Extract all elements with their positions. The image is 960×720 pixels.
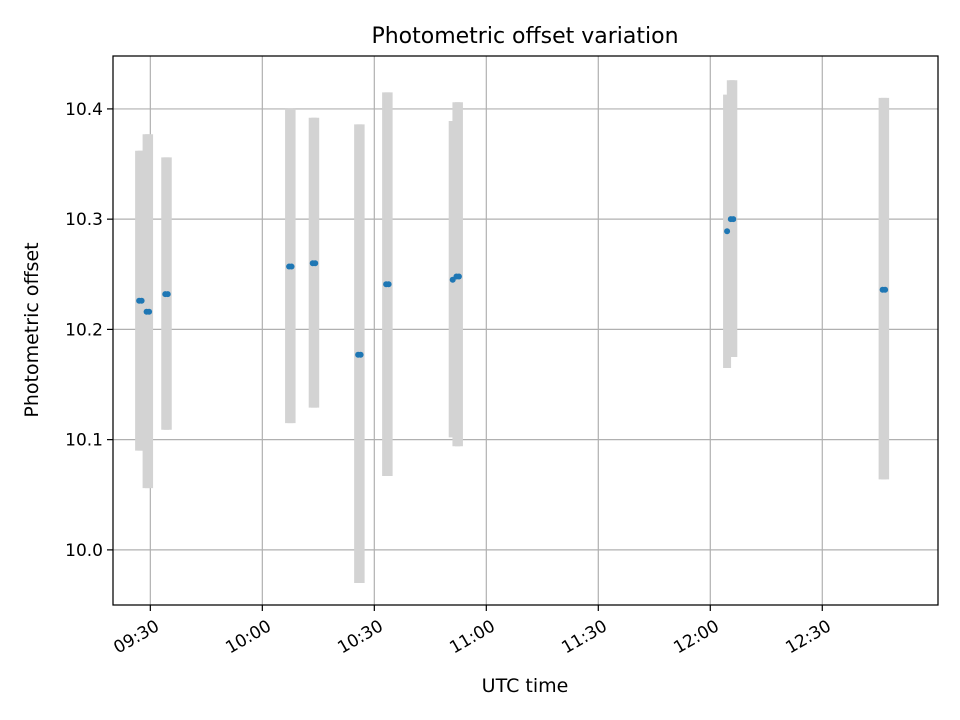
data-point-layer (136, 216, 889, 358)
x-axis-label: UTC time (482, 675, 569, 697)
data-point (357, 351, 364, 358)
grid-layer (113, 56, 938, 605)
data-point (385, 281, 392, 288)
y-tick-label: 10.3 (65, 210, 103, 230)
plot-frame (112, 55, 939, 606)
data-point (146, 308, 153, 315)
data-point (730, 216, 737, 223)
y-tick-label: 10.1 (65, 431, 103, 451)
y-tick-label: 10.4 (65, 100, 103, 120)
data-point (455, 273, 462, 280)
data-point (724, 228, 731, 235)
data-point (164, 291, 171, 298)
data-point (312, 260, 319, 267)
y-tick-layer: 10.0 10.1 10.2 10.3 10.4 (65, 100, 113, 561)
y-axis-label: Photometric offset (21, 242, 43, 417)
data-point (138, 297, 145, 304)
chart-title: Photometric offset variation (371, 24, 678, 49)
data-point (288, 263, 295, 270)
data-point (882, 286, 889, 293)
y-tick-label: 10.0 (65, 541, 103, 561)
y-tick-label: 10.2 (65, 320, 103, 340)
